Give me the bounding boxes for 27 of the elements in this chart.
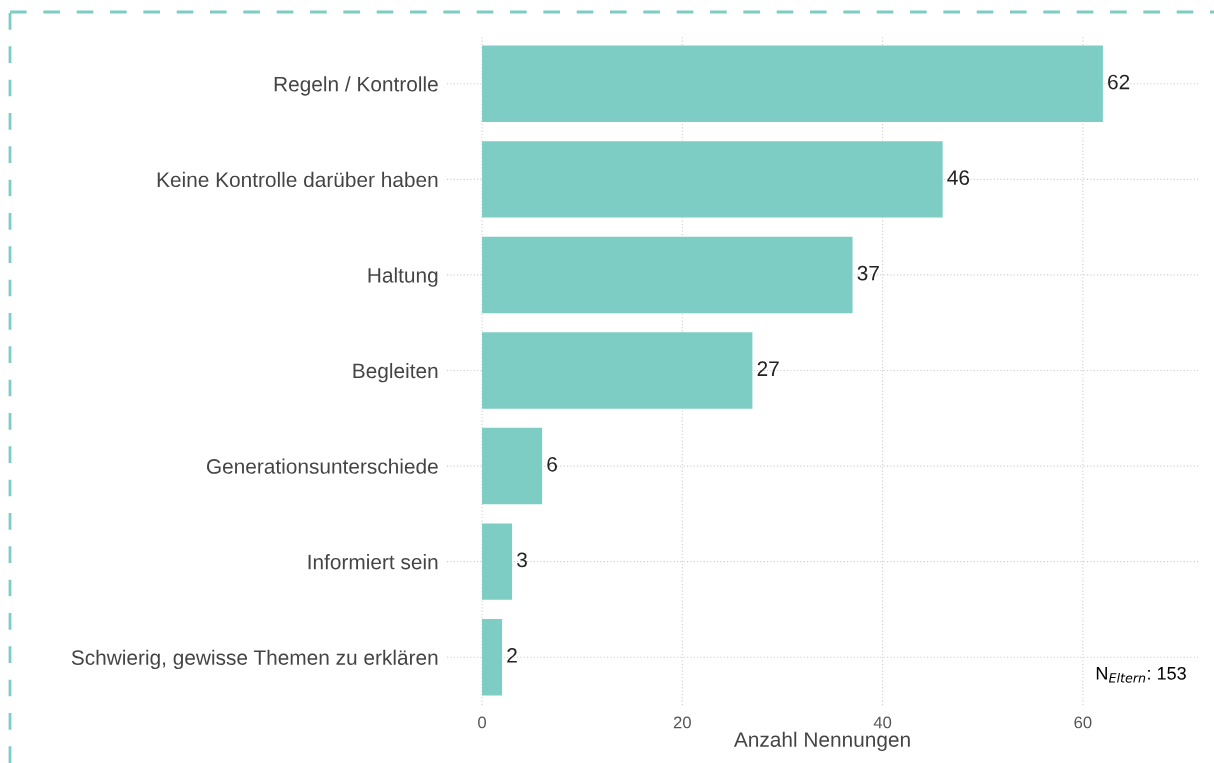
data-label: 2 xyxy=(507,648,517,663)
bar xyxy=(482,427,543,505)
x-tick-label: 20 xyxy=(673,716,691,729)
bar xyxy=(482,618,503,696)
bar xyxy=(482,141,943,218)
x-tick-label: 60 xyxy=(1074,716,1092,729)
x-axis-title: Anzahl Nennungen xyxy=(733,731,910,752)
data-label: 3 xyxy=(517,552,527,568)
y-tick-label: Keine Kontrolle darüber haben xyxy=(157,171,438,188)
y-tick-label: Schwierig, gewisse Themen zu erklären xyxy=(71,649,438,670)
data-label: 37 xyxy=(857,265,879,281)
annotation: N$_{Eltern}$: 153 xyxy=(1096,666,1186,683)
y-tick-label: Generationsunterschiede xyxy=(206,458,438,474)
bar xyxy=(482,332,753,409)
bar xyxy=(482,236,853,314)
y-tick-label: Begleiten xyxy=(353,362,438,383)
x-tick-label: 0 xyxy=(478,716,487,729)
x-tick-label: 40 xyxy=(873,716,892,729)
data-label: 27 xyxy=(757,361,779,376)
data-label: 46 xyxy=(947,170,970,185)
y-tick-label: Haltung xyxy=(368,267,438,287)
data-label: 6 xyxy=(547,456,557,472)
bar xyxy=(482,45,1103,123)
bar xyxy=(482,523,513,600)
data-label: 62 xyxy=(1108,74,1130,90)
y-tick-label: Informiert sein xyxy=(308,554,438,570)
y-tick-label: Regeln / Kontrolle xyxy=(274,76,438,96)
